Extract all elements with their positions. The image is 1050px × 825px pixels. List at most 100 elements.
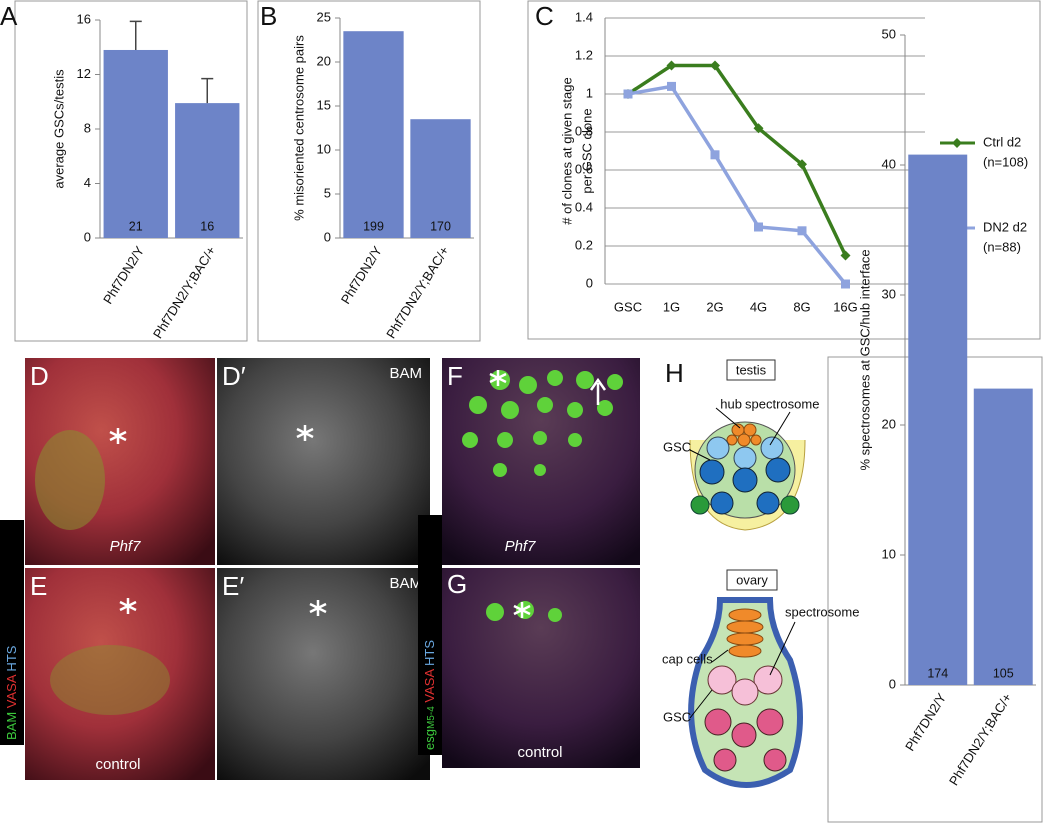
x-tick-label: Phf7DN2/Y;BAC/+: [946, 690, 1015, 788]
diagram-label: GSC: [663, 439, 691, 454]
y-tick-label: 20: [317, 53, 331, 68]
bar: [973, 388, 1033, 685]
hub-asterisk: [109, 370, 531, 618]
y-axis-label: % spectrosomes at GSC/hub interface: [857, 249, 872, 470]
y-tick-label: 20: [882, 416, 896, 431]
y-tick-label: 4: [84, 175, 91, 190]
diagram-label: testis: [736, 362, 767, 377]
leader-line: [769, 621, 796, 676]
y-tick-label: 0.6: [575, 161, 593, 176]
y-tick-label: 0.2: [575, 237, 593, 252]
stain: VASA: [422, 669, 437, 703]
y-tick-label: 0: [84, 229, 91, 244]
x-tick-label: Phf7DN2/Y: [100, 243, 147, 306]
label-box: [726, 359, 776, 381]
stain: BAM: [4, 712, 19, 740]
hub-cells: [726, 423, 762, 447]
micrograph-g: [442, 568, 640, 768]
marker: [753, 123, 764, 134]
y-tick-label: 12: [77, 66, 91, 81]
x-tick-label: 2G: [706, 299, 723, 314]
y-tick-label: 0: [586, 275, 593, 290]
panel-letter: A: [0, 1, 18, 31]
legend-note: (n=88): [983, 239, 1021, 254]
y-axis-label: # of clones at given stage: [559, 77, 574, 224]
diagram-label: hub: [720, 396, 742, 411]
y-tick-label: 0.8: [575, 123, 593, 138]
y-tick-label: 50: [882, 26, 896, 41]
leader-line: [689, 449, 711, 461]
y-tick-label: 40: [882, 156, 896, 171]
leader-line: [689, 689, 713, 719]
micrograph-f: [442, 358, 640, 565]
marker: [623, 89, 633, 99]
legend-note: (n=108): [983, 154, 1028, 169]
leader-line: [711, 649, 729, 663]
error-bar: [129, 20, 142, 50]
y-axis-label: per GSC clone: [579, 108, 594, 193]
diagram-label: ovary: [736, 572, 768, 587]
panel-letter: B: [260, 1, 277, 31]
panel-letter: E: [30, 571, 47, 601]
n-label: 174: [927, 666, 948, 680]
bar: [343, 31, 404, 239]
micrographs: D D′ E E′ F G BAM BAM Phf7 control Phf7 …: [25, 358, 640, 780]
marker: [666, 60, 677, 71]
y-tick-label: 10: [882, 546, 896, 561]
x-tick-label: 16G: [833, 299, 858, 314]
label-box: [726, 569, 778, 591]
cap-cells: [726, 608, 764, 658]
x-tick-label: GSC: [614, 299, 642, 314]
n-label: 199: [363, 219, 384, 233]
cystoblast: [704, 708, 787, 772]
y-tick-label: 25: [317, 9, 331, 24]
tissue-region: [35, 430, 105, 530]
stain: HTS: [4, 645, 19, 671]
micrograph-d2: [217, 358, 430, 565]
image-label: Phf7: [110, 538, 142, 555]
germ-cells: [462, 370, 623, 622]
gsc: [699, 457, 791, 515]
stain-label: esgM5-4 VASA HTS: [422, 640, 437, 750]
image-label: Phf7: [505, 538, 537, 555]
y-tick-label: 8: [84, 120, 91, 135]
y-tick-label: 1.2: [575, 47, 593, 62]
diagram-label: GSC: [663, 709, 691, 724]
panel-box: [14, 0, 248, 342]
tissue-region: [50, 645, 170, 715]
stain-label: BAM VASA HTS: [4, 645, 19, 740]
y-tick-label: 0: [889, 676, 896, 691]
panel-letter: G: [447, 569, 467, 599]
y-tick-label: 0: [324, 229, 331, 244]
n-label: 16: [200, 219, 214, 233]
y-tick-label: 16: [77, 11, 91, 26]
diagram-label: cap cells: [662, 651, 713, 666]
diagram: H testis hub spectrosome GSC ovary: [662, 358, 859, 788]
marker: [710, 150, 720, 160]
image-label: control: [517, 744, 562, 761]
series-line: [627, 63, 848, 257]
y-tick-label: 0.4: [575, 199, 593, 214]
y-axis-label: % misoriented centrosome pairs: [291, 35, 306, 221]
gsc: [706, 436, 784, 470]
panel-letter: D: [30, 361, 49, 391]
diagram-label: spectrosome: [745, 396, 819, 411]
x-tick-label: Phf7DN2/Y;BAC/+: [383, 243, 452, 341]
stain: VASA: [4, 674, 19, 708]
micrograph-e2: [217, 568, 430, 780]
y-tick-label: 5: [324, 185, 331, 200]
panel-letter: D′: [222, 361, 246, 391]
marker: [667, 81, 676, 91]
marker: [797, 226, 807, 236]
y-tick-label: 15: [317, 97, 331, 112]
leader-line: [715, 407, 741, 429]
panel-letter: C: [535, 1, 554, 31]
x-tick-label: 8G: [793, 299, 810, 314]
panel-letter: F: [447, 361, 463, 391]
marker: [754, 222, 763, 232]
x-tick-label: 1G: [663, 299, 680, 314]
y-tick-label: 1: [586, 85, 593, 100]
leader-line: [769, 411, 791, 446]
n-label: 21: [129, 219, 143, 233]
